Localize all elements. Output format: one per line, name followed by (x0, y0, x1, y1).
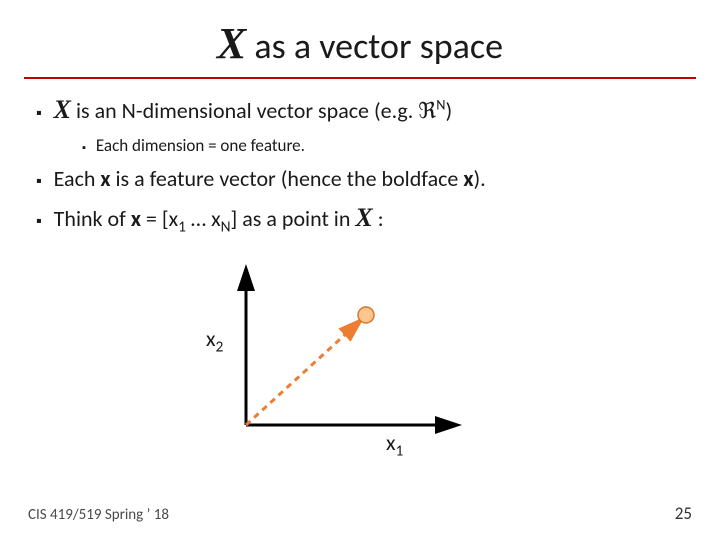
slide-number: 25 (675, 503, 692, 524)
diagram-svg (196, 255, 476, 455)
bullet-1: ▪ X is an N-dimensional vector space (e.… (36, 95, 684, 129)
t: x (386, 429, 396, 456)
point-marker (358, 307, 374, 323)
bullet-3-text: Think of x = [x1 … xN] as a point in X : (54, 203, 384, 233)
sub1: 1 (178, 217, 186, 236)
t: is a (111, 165, 150, 192)
t: Think of (54, 205, 131, 232)
t: (hence the boldface (276, 165, 464, 192)
slide-title: X as a vector space (0, 0, 720, 77)
bullet-glyph: ▪ (82, 137, 86, 159)
bullet-2-text: Each x is a feature vector (hence the bo… (54, 165, 486, 192)
bullet-1-body: is an N-dimensional vector space (e.g. (71, 97, 418, 124)
bullet-glyph: ▪ (36, 207, 42, 237)
chi-symbol: X (54, 95, 71, 124)
bullet-1-text: X is an N-dimensional vector space (e.g.… (54, 95, 452, 125)
real-symbol: ℜ (418, 98, 436, 123)
t: 2 (216, 337, 224, 356)
footer-course: CIS 419/519 Spring ’ 18 (28, 506, 169, 524)
t: ] as a point in (231, 205, 356, 232)
title-chi: X (217, 19, 246, 68)
x2-label: x2 (206, 325, 223, 352)
t: = [x (141, 205, 178, 232)
t: … x (186, 205, 221, 232)
content-area: ▪ X is an N-dimensional vector space (e.… (0, 95, 720, 455)
title-separator (24, 77, 696, 79)
bullet-glyph: ▪ (36, 99, 42, 129)
vector-diagram: x2 x1 (196, 255, 476, 455)
t: : (373, 205, 384, 232)
title-text: as a vector space (246, 24, 503, 68)
subN: N (221, 217, 231, 236)
bold-x: x (131, 205, 141, 232)
feature-vector: feature vector (150, 165, 276, 192)
vector-arrow (246, 321, 360, 425)
chi-symbol: X (355, 203, 372, 232)
bullet-1-sub: ▪ Each dimension = one feature. (82, 135, 684, 159)
bullet-glyph: ▪ (36, 167, 42, 197)
bullet-3: ▪ Think of x = [x1 … xN] as a point in X… (36, 203, 684, 237)
t: x (206, 325, 216, 352)
bold-x: x (463, 165, 473, 192)
close-paren: ) (445, 97, 452, 124)
t: 1 (396, 441, 404, 460)
t: ). (473, 165, 485, 192)
x1-label: x1 (386, 429, 403, 456)
bold-x: x (100, 165, 110, 192)
bullet-1-sub-text: Each dimension = one feature. (96, 135, 305, 156)
t: Each (54, 165, 101, 192)
bullet-2: ▪ Each x is a feature vector (hence the … (36, 165, 684, 197)
